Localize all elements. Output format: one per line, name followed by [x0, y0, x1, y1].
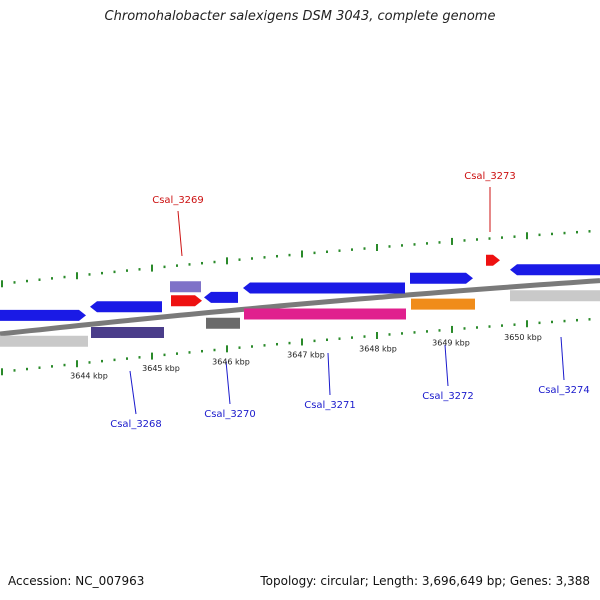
label-leaders — [129, 187, 565, 415]
gene-label: Csal_3269 — [152, 195, 204, 206]
scale-label: 3647 kbp — [287, 351, 325, 360]
map-title: Chromohalobacter salexigens DSM 3043, co… — [104, 9, 496, 24]
gene-label: Csal_3271 — [304, 400, 356, 411]
gene-feature — [90, 301, 162, 313]
gene-feature — [243, 282, 405, 294]
leader-line — [129, 370, 137, 415]
gene-labels: Csal_3268 Csal_3269 Csal_3270 Csal_3271 Csal… — [110, 171, 590, 430]
gene-feature — [244, 308, 406, 320]
gene-feature — [171, 295, 202, 307]
gene-label: Csal_3270 — [204, 409, 256, 420]
scale-label: 3649 kbp — [432, 339, 470, 348]
topology-label: Topology: circular; Length: 3,696,649 bp… — [260, 574, 590, 588]
gene-feature — [510, 264, 600, 276]
leader-line — [225, 360, 231, 405]
gene-feature — [510, 290, 600, 302]
gene-feature — [410, 272, 473, 284]
feature-track — [0, 254, 600, 347]
scale-label: 3645 kbp — [142, 364, 180, 373]
gene-label: Csal_3273 — [464, 171, 516, 182]
leader-line — [177, 210, 183, 257]
scale-label: 3650 kbp — [504, 333, 542, 342]
scale-label: 3648 kbp — [359, 344, 397, 353]
leader-line — [327, 352, 331, 396]
leader-line — [560, 336, 565, 381]
gene-feature — [91, 327, 164, 339]
gene-feature — [0, 309, 86, 321]
gene-feature — [204, 291, 238, 303]
gene-label: Csal_3268 — [110, 419, 162, 430]
gene-feature — [206, 317, 240, 329]
scale-label: 3644 kbp — [70, 371, 108, 380]
gene-feature — [486, 254, 500, 266]
gene-feature — [0, 335, 88, 347]
gene-label: Csal_3272 — [422, 391, 474, 402]
scale-labels: 3644 kbp 3645 kbp 3646 kbp 3647 kbp 3648 kbp… — [70, 333, 542, 380]
scale-label: 3646 kbp — [212, 357, 250, 366]
gene-label: Csal_3274 — [538, 385, 590, 396]
gene-feature — [411, 298, 475, 310]
leader-line — [444, 344, 449, 387]
outer-tick-ring — [1, 230, 591, 288]
backbone-track — [0, 278, 600, 337]
inner-tick-ring — [1, 318, 591, 376]
accession-label: Accession: NC_007963 — [8, 574, 145, 588]
gene-feature — [170, 281, 201, 293]
